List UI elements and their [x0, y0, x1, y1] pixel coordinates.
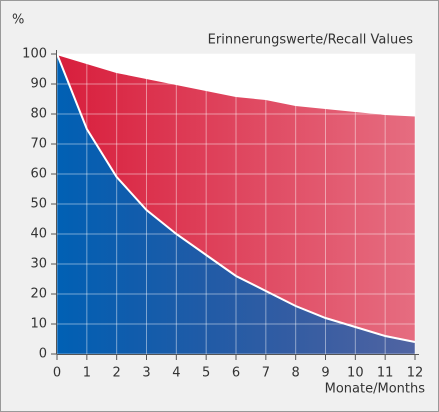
- x-tick-label: 3: [142, 366, 150, 381]
- x-tick-label: 0: [53, 366, 61, 381]
- x-tick-label: 4: [172, 366, 180, 381]
- y-tick-label: 10: [30, 317, 47, 332]
- x-tick-label: 10: [347, 366, 364, 381]
- x-tick-label: 5: [202, 366, 210, 381]
- chart-title: Erinnerungswerte/Recall Values: [208, 33, 414, 48]
- y-tick-label: 80: [30, 107, 47, 122]
- y-axis-label: %: [12, 13, 24, 28]
- x-tick-label: 6: [232, 366, 240, 381]
- y-tick-label: 60: [30, 167, 47, 182]
- y-tick-label: 30: [30, 257, 47, 272]
- x-tick-label: 11: [377, 366, 394, 381]
- x-tick-label: 8: [292, 366, 300, 381]
- y-tick-label: 0: [39, 347, 47, 362]
- x-axis-label: Monate/Months: [325, 382, 426, 397]
- y-tick-label: 70: [30, 137, 47, 152]
- y-tick-label: 40: [30, 227, 47, 242]
- x-tick-label: 1: [83, 366, 91, 381]
- y-tick-label: 50: [30, 197, 47, 212]
- series-line: [56, 53, 416, 117]
- x-tick-label: 12: [407, 366, 424, 381]
- series-line: [56, 53, 416, 343]
- x-tick-label: 7: [262, 366, 270, 381]
- y-tick-label: 100: [22, 47, 47, 62]
- area-fill: [57, 54, 415, 354]
- x-tick-label: 2: [113, 366, 121, 381]
- x-tick-label: 9: [321, 366, 329, 381]
- y-tick-label: 90: [30, 77, 47, 92]
- y-tick-label: 20: [30, 287, 47, 302]
